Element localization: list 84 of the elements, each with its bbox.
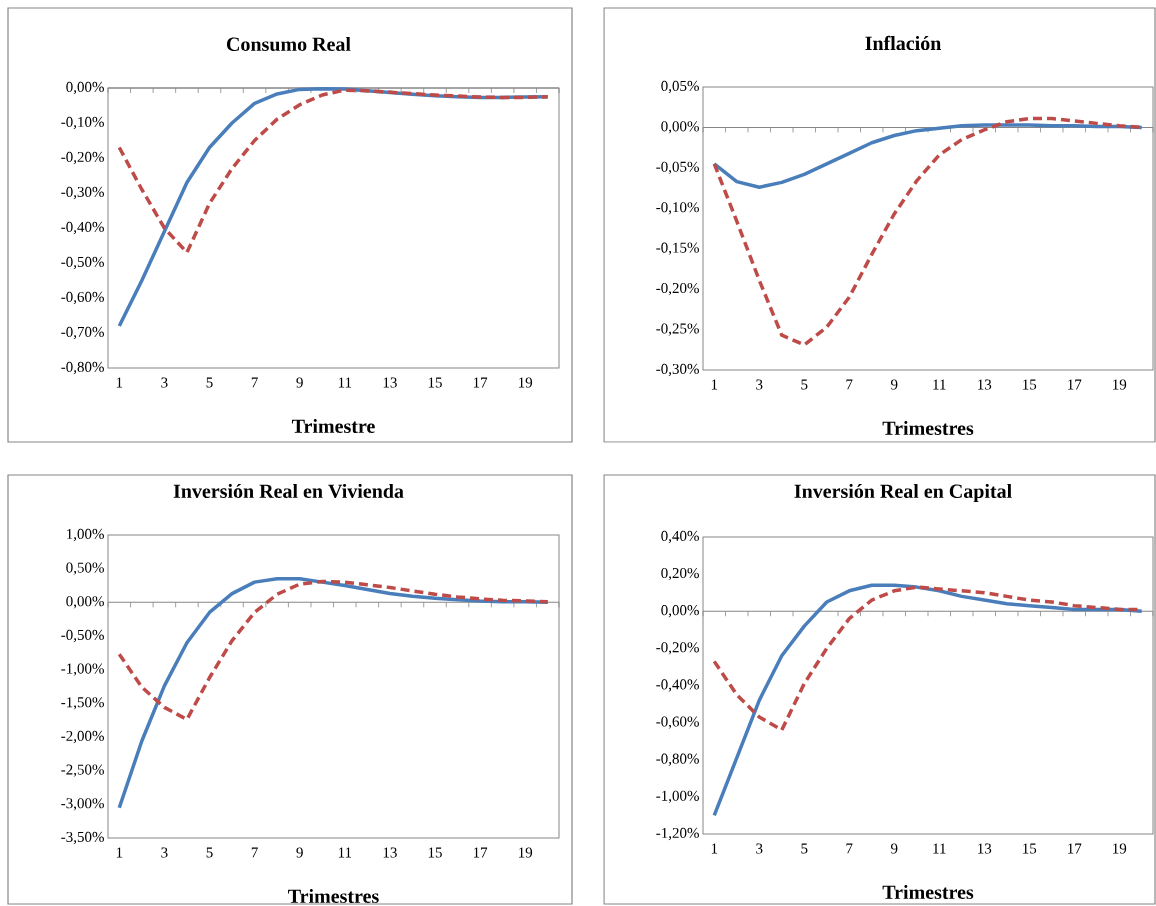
x-tick-label: 15: [1023, 379, 1037, 390]
y-tick-label: -0,30%: [656, 363, 699, 376]
y-tick-label: 1,00%: [67, 528, 104, 541]
x-axis-title: Trimestres: [882, 884, 974, 899]
chart-title: Inversión Real en Vivienda: [173, 483, 404, 498]
x-tick-label: 9: [296, 847, 303, 858]
x-tick-label: 1: [711, 379, 718, 390]
x-tick-label: 7: [251, 377, 258, 388]
y-tick-label: -2,50%: [61, 764, 104, 777]
y-tick-label: -0,80%: [656, 753, 699, 766]
x-tick-label: 19: [1113, 843, 1127, 854]
x-tick-label: 13: [383, 377, 397, 388]
y-tick-label: -1,20%: [656, 827, 699, 840]
x-tick-label: 15: [428, 377, 442, 388]
x-tick-label: 7: [251, 847, 258, 858]
y-tick-label: -0,60%: [61, 291, 104, 304]
x-tick-label: 17: [1068, 843, 1082, 854]
x-tick-label: 1: [116, 847, 123, 858]
y-tick-label: -0,40%: [656, 679, 699, 692]
x-tick-label: 1: [116, 377, 123, 388]
x-tick-label: 7: [846, 379, 853, 390]
chart-title: Inflación: [865, 35, 942, 50]
y-tick-label: 0,00%: [66, 596, 104, 609]
y-tick-label: 0,00%: [66, 81, 104, 94]
y-tick-label: -3,50%: [61, 831, 104, 844]
x-tick-label: 19: [1113, 379, 1127, 390]
y-tick-label: -2,00%: [61, 730, 104, 743]
x-tick-label: 7: [846, 843, 853, 854]
x-tick-label: 13: [383, 847, 397, 858]
y-tick-label: -0,30%: [61, 186, 104, 199]
x-tick-label: 11: [933, 843, 946, 854]
x-tick-label: 5: [801, 379, 808, 390]
y-tick-label: -1,00%: [61, 663, 104, 676]
x-tick-label: 19: [519, 377, 533, 388]
x-tick-label: 5: [801, 843, 808, 854]
x-tick-label: 11: [933, 379, 946, 390]
y-tick-label: -0,70%: [61, 326, 104, 339]
y-tick-label: 0,00%: [661, 604, 699, 618]
x-tick-label: 3: [161, 847, 168, 858]
x-tick-label: 11: [338, 377, 352, 388]
x-tick-label: 5: [206, 377, 213, 388]
y-tick-label: 0,40%: [661, 530, 699, 543]
chart-title: Inversión Real en Capital: [794, 483, 1012, 502]
x-tick-label: 3: [756, 379, 763, 390]
y-tick-label: 0,00%: [661, 121, 699, 134]
x-tick-label: 17: [473, 377, 488, 388]
x-tick-label: 5: [206, 847, 213, 858]
y-tick-label: -1,50%: [61, 697, 104, 710]
y-tick-label: -0,40%: [61, 221, 104, 234]
y-tick-label: -0,20%: [656, 642, 699, 655]
x-tick-label: 17: [1068, 379, 1082, 390]
y-tick-label: -0,15%: [656, 242, 699, 255]
x-tick-label: 9: [296, 377, 303, 388]
x-axis-title: Trimestre: [291, 418, 375, 433]
y-tick-label: -0,80%: [61, 361, 104, 374]
y-tick-label: -3,00%: [61, 798, 104, 811]
y-tick-label: 0,50%: [66, 562, 104, 575]
x-tick-label: 15: [428, 847, 442, 858]
x-axis-title: Trimestres: [288, 888, 379, 903]
x-tick-label: 3: [756, 843, 763, 854]
x-tick-label: 13: [978, 379, 992, 390]
x-tick-label: 1: [711, 843, 718, 854]
y-tick-label: -0,20%: [61, 151, 104, 164]
y-tick-label: -0,50%: [61, 629, 104, 642]
x-tick-label: 11: [338, 847, 352, 858]
y-tick-label: -0,20%: [656, 282, 699, 296]
y-tick-label: 0,05%: [661, 80, 699, 93]
y-tick-label: -0,10%: [656, 201, 699, 215]
y-tick-label: -0,25%: [656, 323, 699, 336]
y-tick-label: -0,60%: [656, 716, 699, 729]
y-tick-label: -0,50%: [61, 256, 104, 269]
x-tick-label: 19: [519, 847, 533, 858]
x-tick-label: 3: [161, 377, 168, 388]
y-tick-label: -0,10%: [61, 116, 104, 129]
x-tick-label: 9: [891, 843, 898, 854]
chart-title: Consumo Real: [226, 36, 351, 51]
x-tick-label: 9: [891, 379, 898, 390]
x-tick-label: 13: [978, 843, 992, 854]
x-tick-label: 15: [1023, 843, 1037, 854]
y-tick-label: -0,05%: [656, 161, 699, 174]
x-axis-title: Trimestres: [882, 420, 974, 435]
x-tick-label: 17: [473, 847, 488, 858]
y-tick-label: 0,20%: [661, 567, 699, 581]
y-tick-label: -1,00%: [656, 790, 699, 803]
